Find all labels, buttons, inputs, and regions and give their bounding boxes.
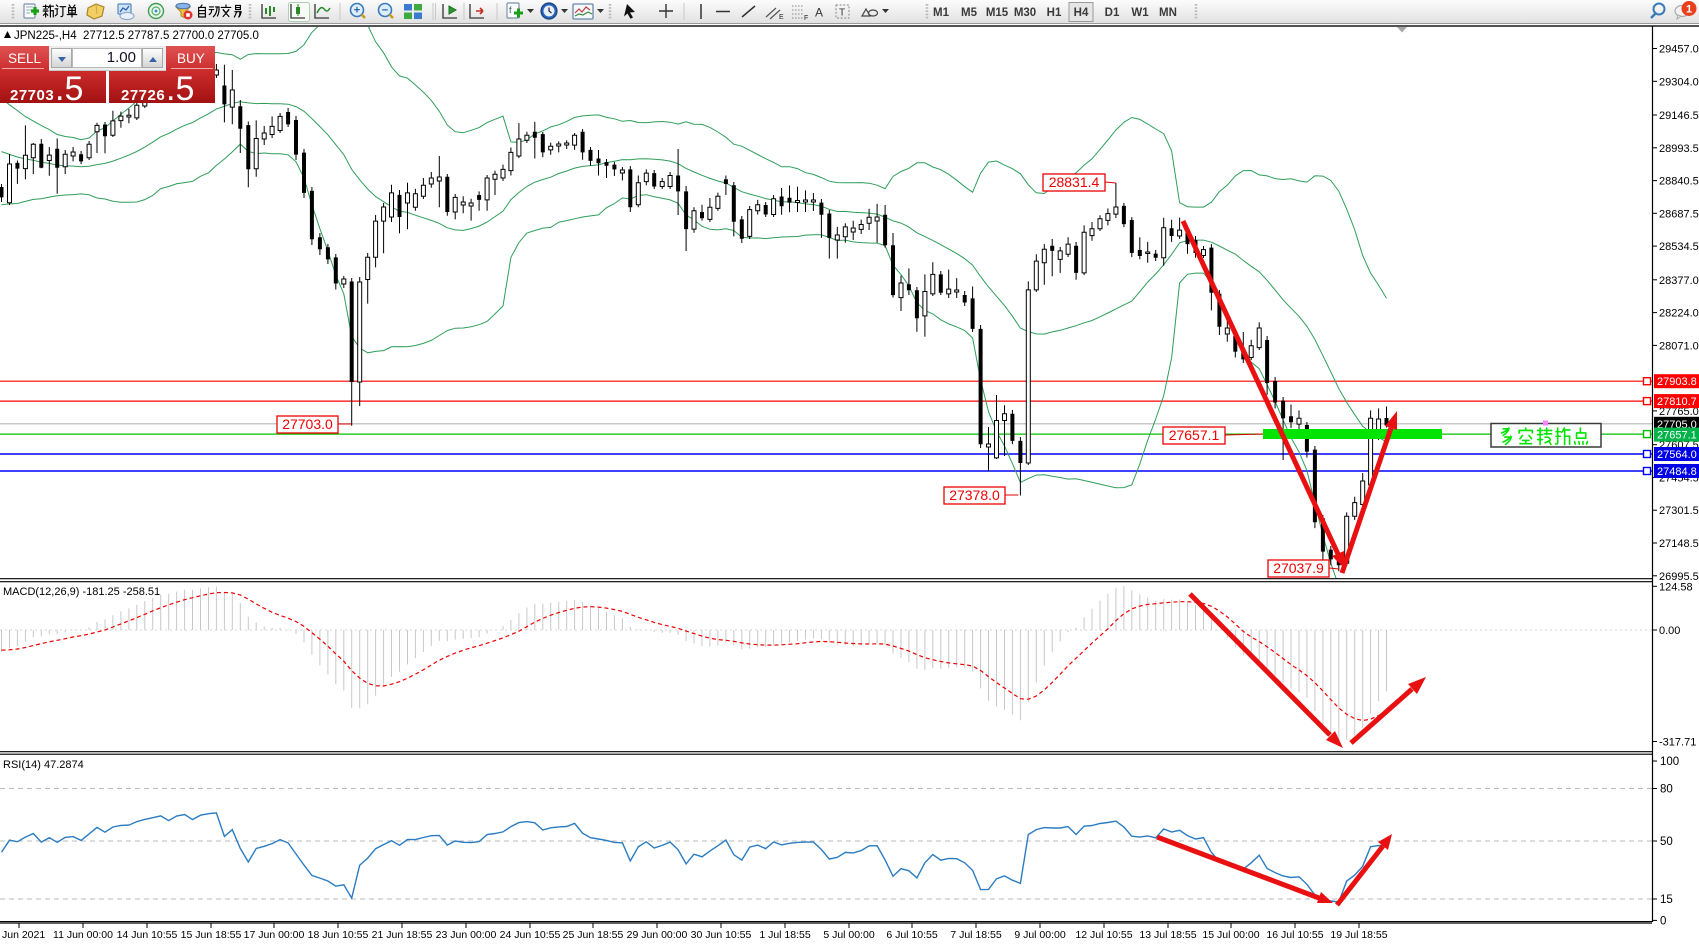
svg-text:28534.5: 28534.5 <box>1659 241 1699 253</box>
svg-text:124.58: 124.58 <box>1659 581 1693 593</box>
svg-text:+: + <box>354 5 360 17</box>
svg-text:f: f <box>509 5 512 15</box>
svg-text:50: 50 <box>1660 836 1673 848</box>
svg-text:0: 0 <box>1660 915 1666 927</box>
svg-text:12 Jul 10:55: 12 Jul 10:55 <box>1075 929 1132 941</box>
svg-text:23 Jun 00:00: 23 Jun 00:00 <box>436 929 497 941</box>
svg-text:29 Jun 00:00: 29 Jun 00:00 <box>627 929 688 941</box>
svg-text:M1: M1 <box>933 7 950 19</box>
svg-text:T: T <box>839 8 845 19</box>
svg-text:28993.5: 28993.5 <box>1659 143 1699 155</box>
svg-text:27301.5: 27301.5 <box>1659 505 1699 517</box>
svg-text:0.00: 0.00 <box>1659 625 1680 637</box>
svg-text:27657.1: 27657.1 <box>1169 427 1220 443</box>
svg-text:RSI(14) 47.2874: RSI(14) 47.2874 <box>3 759 84 771</box>
svg-text:28840.5: 28840.5 <box>1659 176 1699 188</box>
svg-text:11 Jun 00:00: 11 Jun 00:00 <box>53 929 113 941</box>
svg-text:29457.0: 29457.0 <box>1659 44 1699 56</box>
svg-text:MACD(12,26,9) -181.25 -258.51: MACD(12,26,9) -181.25 -258.51 <box>3 586 160 598</box>
svg-text:28377.0: 28377.0 <box>1659 275 1699 287</box>
svg-text:18 Jun 10:55: 18 Jun 10:55 <box>308 929 369 941</box>
svg-text:H1: H1 <box>1047 7 1062 19</box>
svg-text:E: E <box>779 14 784 21</box>
svg-text:27765.0: 27765.0 <box>1659 406 1699 418</box>
svg-text:27564.0: 27564.0 <box>1657 449 1697 461</box>
svg-text:27903.8: 27903.8 <box>1657 376 1697 388</box>
svg-text:26995.5: 26995.5 <box>1659 571 1699 583</box>
svg-text:−: − <box>382 5 388 17</box>
svg-text:W1: W1 <box>1131 7 1149 19</box>
svg-text:24 Jun 10:55: 24 Jun 10:55 <box>500 929 561 941</box>
svg-text:100: 100 <box>1660 756 1679 768</box>
svg-text:27378.0: 27378.0 <box>949 487 1000 503</box>
svg-text:17 Jun 00:00: 17 Jun 00:00 <box>244 929 305 941</box>
svg-text:-317.71: -317.71 <box>1659 737 1696 749</box>
svg-text:29304.0: 29304.0 <box>1659 76 1699 88</box>
svg-text:5 Jul 00:00: 5 Jul 00:00 <box>823 929 875 941</box>
svg-text:14 Jun 10:55: 14 Jun 10:55 <box>117 929 178 941</box>
svg-text:1: 1 <box>1686 4 1692 16</box>
svg-text:27657.1: 27657.1 <box>1657 430 1697 442</box>
svg-text:13 Jul 18:55: 13 Jul 18:55 <box>1139 929 1196 941</box>
svg-text:19 Jul 18:55: 19 Jul 18:55 <box>1330 929 1387 941</box>
svg-text:1 Jul 18:55: 1 Jul 18:55 <box>759 929 811 941</box>
svg-text:27703.0: 27703.0 <box>282 416 333 432</box>
svg-text:15: 15 <box>1660 894 1673 906</box>
svg-text:M5: M5 <box>961 7 978 19</box>
svg-text:A: A <box>815 6 823 20</box>
svg-text:27810.7: 27810.7 <box>1657 396 1697 408</box>
svg-text:28071.0: 28071.0 <box>1659 340 1699 352</box>
svg-text:28831.4: 28831.4 <box>1049 174 1100 190</box>
svg-text:JPN225-,H4 27712.5 27787.5 27: JPN225-,H4 27712.5 27787.5 27700.0 27705… <box>14 30 259 42</box>
svg-text:15 Jun 18:55: 15 Jun 18:55 <box>181 929 242 941</box>
svg-text:15 Jul 00:00: 15 Jul 00:00 <box>1202 929 1259 941</box>
svg-text:9 Jul 00:00: 9 Jul 00:00 <box>1014 929 1066 941</box>
svg-text:16 Jul 10:55: 16 Jul 10:55 <box>1266 929 1323 941</box>
svg-text:Jun 2021: Jun 2021 <box>2 929 45 941</box>
svg-text:27484.8: 27484.8 <box>1657 466 1697 478</box>
svg-text:30 Jun 10:55: 30 Jun 10:55 <box>691 929 752 941</box>
svg-text:D1: D1 <box>1105 7 1120 19</box>
svg-text:H4: H4 <box>1074 7 1089 19</box>
svg-text:MN: MN <box>1159 7 1177 19</box>
svg-text:29146.5: 29146.5 <box>1659 110 1699 122</box>
svg-text:6 Jul 10:55: 6 Jul 10:55 <box>886 929 938 941</box>
svg-text:28224.0: 28224.0 <box>1659 308 1699 320</box>
svg-text:7 Jul 18:55: 7 Jul 18:55 <box>950 929 1002 941</box>
svg-text:M30: M30 <box>1014 7 1036 19</box>
svg-text:25 Jun 18:55: 25 Jun 18:55 <box>563 929 624 941</box>
svg-text:80: 80 <box>1660 784 1673 796</box>
svg-text:28687.5: 28687.5 <box>1659 208 1699 220</box>
svg-text:27148.5: 27148.5 <box>1659 538 1699 550</box>
svg-text:F: F <box>804 15 808 22</box>
svg-text:27037.9: 27037.9 <box>1273 560 1324 576</box>
svg-text:21 Jun 18:55: 21 Jun 18:55 <box>372 929 433 941</box>
svg-text:M15: M15 <box>986 7 1009 19</box>
